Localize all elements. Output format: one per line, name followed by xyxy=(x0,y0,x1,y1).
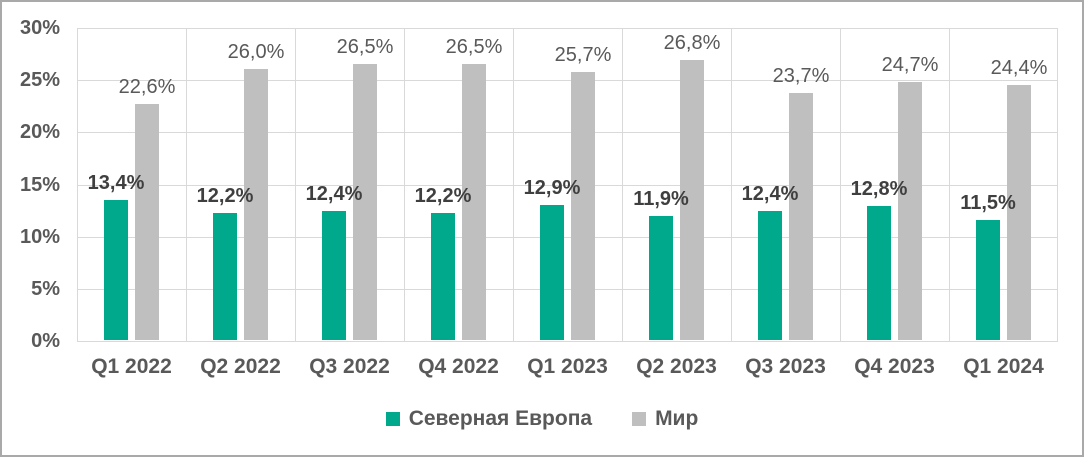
northern-europe-data-label: 11,9% xyxy=(633,187,689,210)
gridline-vertical xyxy=(840,28,841,341)
world-bar xyxy=(353,64,377,340)
northern-europe-bar xyxy=(213,213,237,340)
northern-europe-data-label: 12,4% xyxy=(741,182,799,205)
legend-item-world: Мир xyxy=(632,407,698,431)
world-data-label: 24,7% xyxy=(881,54,939,77)
northern-europe-bar xyxy=(867,206,891,340)
gridline-vertical xyxy=(186,28,187,341)
y-axis-tick-label: 0% xyxy=(31,330,60,352)
northern-europe-data-label: 12,8% xyxy=(850,178,908,201)
northern-europe-bar xyxy=(649,216,673,340)
world-data-label: 22,6% xyxy=(118,76,176,99)
gridline-horizontal xyxy=(77,28,1058,29)
x-axis-category-label: Q4 2022 xyxy=(418,355,499,378)
northern-europe-data-label: 12,2% xyxy=(414,184,472,207)
world-data-label: 26,0% xyxy=(227,40,285,63)
world-bar xyxy=(1007,85,1031,340)
legend-item-northern-europe: Северная Европа xyxy=(385,407,593,431)
gridline-vertical xyxy=(1057,28,1058,341)
legend-label: Мир xyxy=(655,407,699,430)
northern-europe-bar xyxy=(976,220,1000,340)
x-axis-category-label: Q2 2023 xyxy=(636,355,717,378)
world-data-label: 26,5% xyxy=(336,35,394,58)
northern-europe-bar xyxy=(104,200,128,340)
y-axis-tick-label: 10% xyxy=(19,225,60,248)
gridline-vertical xyxy=(622,28,623,341)
plot-area xyxy=(77,28,1058,342)
world-bar xyxy=(789,93,813,340)
northern-europe-data-label: 12,2% xyxy=(196,184,254,207)
northern-europe-data-label: 12,4% xyxy=(305,182,363,205)
x-axis-category-label: Q4 2023 xyxy=(854,355,935,378)
x-axis-category-label: Q1 2022 xyxy=(91,355,172,378)
gridline-vertical xyxy=(513,28,514,341)
world-bar xyxy=(680,60,704,340)
northern-europe-bar xyxy=(758,211,782,340)
gridline-horizontal xyxy=(77,80,1058,82)
northern-europe-bar xyxy=(540,205,564,340)
gridline-horizontal xyxy=(77,236,1058,238)
world-bar xyxy=(135,104,159,340)
world-bar xyxy=(571,72,595,340)
x-axis-category-label: Q1 2024 xyxy=(963,355,1044,378)
gridline-vertical xyxy=(731,28,732,341)
y-axis-tick-label: 30% xyxy=(19,17,60,39)
gridline-vertical xyxy=(949,28,950,341)
y-axis-tick-label: 5% xyxy=(31,277,60,300)
world-data-label: 26,5% xyxy=(445,35,503,58)
x-axis-category-label: Q3 2023 xyxy=(745,355,826,378)
legend: Северная Европа Мир xyxy=(2,404,1082,434)
gridline-horizontal xyxy=(77,132,1058,134)
gridline-vertical xyxy=(295,28,296,341)
northern-europe-bar xyxy=(322,211,346,340)
northern-europe-data-label: 13,4% xyxy=(87,172,145,195)
y-axis-tick-label: 15% xyxy=(19,173,60,196)
world-bar xyxy=(462,64,486,340)
northern-europe-bar xyxy=(431,213,455,340)
gridline-horizontal xyxy=(77,341,1058,342)
northern-europe-data-label: 12,9% xyxy=(523,177,581,200)
world-bar xyxy=(244,69,268,340)
legend-swatch-icon xyxy=(632,412,647,426)
gridline-vertical xyxy=(404,28,405,341)
northern-europe-data-label: 11,5% xyxy=(960,192,1016,215)
y-axis-tick-label: 25% xyxy=(19,69,60,92)
world-data-label: 23,7% xyxy=(772,64,830,87)
x-axis-category-label: Q1 2023 xyxy=(527,355,608,378)
y-axis-tick-label: 20% xyxy=(19,121,60,144)
world-data-label: 26,8% xyxy=(663,32,721,55)
world-bar xyxy=(898,82,922,340)
world-data-label: 24,4% xyxy=(990,57,1048,80)
gridline-horizontal xyxy=(77,288,1058,290)
x-axis-category-label: Q2 2022 xyxy=(200,355,281,378)
legend-label: Северная Европа xyxy=(408,407,593,430)
x-axis-category-label: Q3 2022 xyxy=(309,355,390,378)
legend-swatch-icon xyxy=(385,412,400,426)
gridline-horizontal xyxy=(77,184,1058,186)
gridline-vertical xyxy=(77,28,78,341)
world-data-label: 25,7% xyxy=(554,43,612,66)
